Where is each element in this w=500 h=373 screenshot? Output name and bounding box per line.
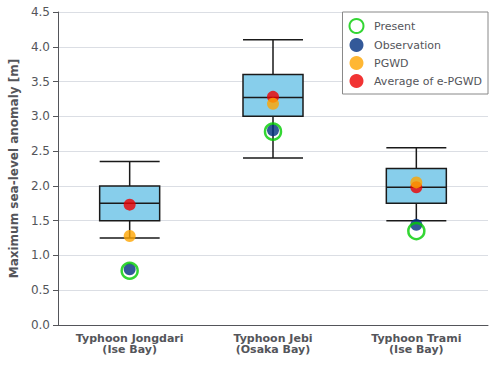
- svg-text:4.0: 4.0: [31, 40, 50, 54]
- svg-text:PGWD: PGWD: [374, 57, 409, 70]
- svg-text:2.5: 2.5: [31, 144, 50, 158]
- svg-text:(Ise Bay): (Ise Bay): [389, 343, 444, 356]
- svg-text:0.0: 0.0: [31, 318, 50, 332]
- svg-text:Average of e-PGWD: Average of e-PGWD: [374, 75, 482, 88]
- svg-text:Typhoon Trami: Typhoon Trami: [371, 332, 462, 345]
- svg-text:Typhoon Jebi: Typhoon Jebi: [233, 332, 313, 345]
- svg-text:Observation: Observation: [374, 39, 441, 52]
- svg-text:3.0: 3.0: [31, 109, 50, 123]
- svg-text:3.5: 3.5: [31, 75, 50, 89]
- svg-text:4.5: 4.5: [31, 5, 50, 19]
- svg-text:2.0: 2.0: [31, 179, 50, 193]
- svg-text:Present: Present: [374, 20, 416, 33]
- svg-text:(Osaka Bay): (Osaka Bay): [236, 343, 311, 356]
- svg-text:Typhoon Jongdari: Typhoon Jongdari: [75, 332, 184, 345]
- svg-text:(Ise Bay): (Ise Bay): [102, 343, 157, 356]
- svg-text:1.0: 1.0: [31, 248, 50, 262]
- svg-text:0.5: 0.5: [31, 283, 50, 297]
- svg-text:1.5: 1.5: [31, 214, 50, 228]
- svg-text:Maximum sea-level anomaly [m]: Maximum sea-level anomaly [m]: [7, 59, 21, 279]
